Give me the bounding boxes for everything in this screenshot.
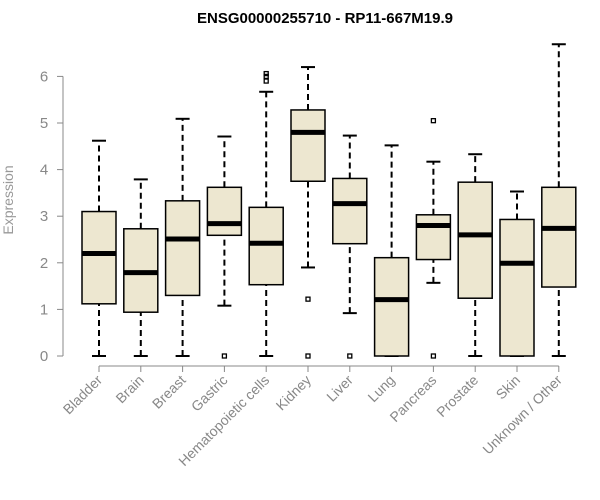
- box-gastric: [206, 135, 243, 359]
- box-bladder: [81, 139, 117, 357]
- boxes-group: [81, 43, 577, 359]
- box-lung: [373, 144, 410, 357]
- y-tick-label: 1: [40, 301, 48, 318]
- x-tick-label: Skin: [493, 372, 524, 403]
- box-prostate: [457, 153, 493, 357]
- outlier-point: [263, 73, 269, 80]
- y-tick-label: 3: [40, 208, 48, 225]
- x-tick-label: Kidney: [273, 372, 315, 414]
- box-iqr: [206, 186, 243, 237]
- box-kidney: [290, 66, 326, 359]
- box-iqr: [415, 214, 452, 261]
- y-tick-label: 6: [40, 68, 48, 85]
- y-tick-label: 4: [40, 162, 48, 179]
- box-iqr: [499, 218, 535, 357]
- box-hematopoietic-cells: [248, 70, 284, 357]
- box-pancreas: [415, 118, 452, 359]
- box-iqr: [248, 206, 284, 286]
- outlier-point: [221, 353, 228, 359]
- x-tick-label: Brain: [112, 372, 146, 406]
- outlier-point: [430, 118, 437, 124]
- y-tick-label: 5: [40, 115, 48, 132]
- y-tick-label: 0: [40, 348, 48, 365]
- x-tick-label: Bladder: [60, 372, 106, 418]
- x-tick-label: Prostate: [433, 372, 481, 420]
- y-tick-label: 2: [40, 255, 48, 272]
- y-axis-label: Expression: [0, 165, 16, 234]
- box-iqr: [457, 181, 493, 299]
- x-tick-label: Lung: [364, 372, 397, 405]
- box-liver: [332, 134, 368, 359]
- outlier-point: [305, 353, 311, 359]
- box-iqr: [541, 186, 577, 288]
- box-unknown-other: [541, 43, 577, 357]
- box-iqr: [373, 256, 410, 357]
- box-skin: [499, 190, 535, 357]
- box-iqr: [164, 200, 201, 297]
- box-iqr: [290, 109, 326, 182]
- chart-title: ENSG00000255710 - RP11-667M19.9: [197, 10, 453, 27]
- box-iqr: [332, 177, 368, 245]
- outlier-point: [347, 353, 353, 359]
- outlier-point: [263, 78, 269, 84]
- outlier-point: [430, 353, 437, 359]
- outlier-point: [263, 70, 269, 77]
- box-brain: [123, 178, 159, 357]
- box-breast: [164, 117, 201, 357]
- x-tick-label: Breast: [149, 372, 189, 412]
- x-tick-label: Liver: [323, 372, 356, 405]
- x-tick-label: Unknown / Other: [479, 372, 565, 458]
- box-iqr: [81, 210, 117, 305]
- outlier-point: [305, 296, 311, 302]
- y-axis: 0 1 2 3 4 5 6: [40, 68, 64, 365]
